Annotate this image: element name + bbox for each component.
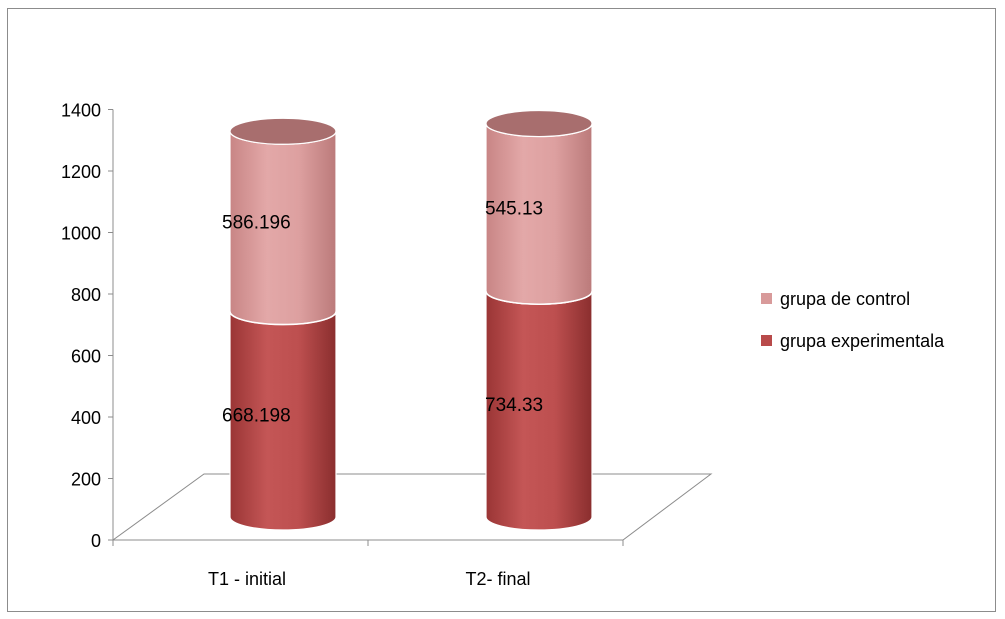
y-tick-label: 600 xyxy=(71,347,101,367)
x-tick-label: T1 - initial xyxy=(208,569,286,589)
data-label: 545.13 xyxy=(485,198,543,219)
legend-swatch xyxy=(761,293,772,304)
bar-segment-divider xyxy=(229,311,337,326)
y-tick-label: 400 xyxy=(71,408,101,428)
legend-swatch xyxy=(761,335,772,346)
y-tick-label: 1000 xyxy=(61,224,101,244)
legend-label: grupa experimentala xyxy=(780,331,945,351)
x-tick-label: T2- final xyxy=(465,569,530,589)
y-tick-label: 200 xyxy=(71,470,101,490)
bar-segment-divider xyxy=(485,291,593,305)
legend-label: grupa de control xyxy=(780,289,910,309)
y-tick-label: 1400 xyxy=(61,101,101,121)
chart-floor xyxy=(111,473,713,541)
bar-top-cap xyxy=(229,117,337,145)
data-label: 668.198 xyxy=(222,405,291,426)
data-label: 586.196 xyxy=(222,212,291,233)
y-tick-label: 800 xyxy=(71,285,101,305)
bar-top-cap xyxy=(485,109,593,138)
y-tick-label: 1200 xyxy=(61,162,101,182)
data-label: 734.33 xyxy=(485,395,543,416)
y-tick-label: 0 xyxy=(91,531,101,551)
